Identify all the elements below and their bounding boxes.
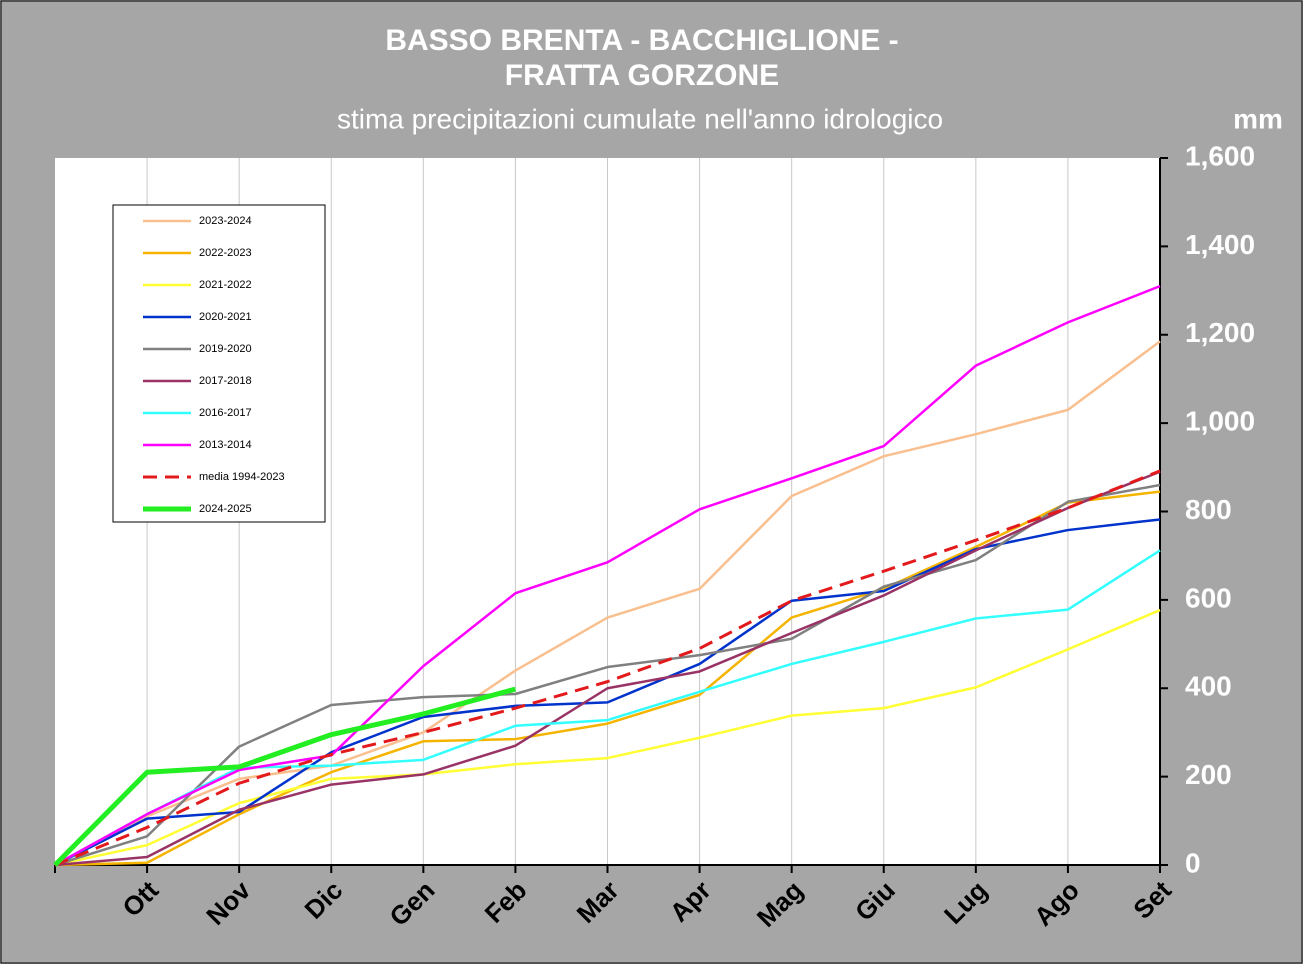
legend-label: 2020-2021 [199,311,252,323]
legend-label: 2024-2025 [199,503,252,515]
legend-box [112,204,326,523]
y-tick-label: 200 [1185,759,1232,790]
series-line [54,483,1161,867]
chart-title: BASSO BRENTA - BACCHIGLIONE - [385,24,898,57]
y-tick-label: 600 [1185,582,1232,613]
series-line [54,469,1161,867]
legend-label: 2017-2018 [199,375,252,387]
chart-subtitle: stima precipitazioni cumulate nell'anno … [337,103,943,134]
legend-label: 2021-2022 [199,279,252,291]
chart-title-line2: FRATTA GORZONE [505,59,779,92]
legend-label: media 1994-2023 [199,471,285,483]
series-line [54,490,1161,867]
series-line [54,470,1161,867]
series-line [53,686,517,867]
y-axis-label: mm [1233,103,1283,134]
legend-label: 2016-2017 [199,407,252,419]
y-tick-label: 400 [1185,671,1232,702]
y-tick-label: 800 [1185,494,1232,525]
y-tick-label: 1,000 [1185,406,1255,437]
y-tick-label: 0 [1185,847,1201,878]
legend-label: 2022-2023 [199,247,252,259]
y-tick-label: 1,400 [1185,229,1255,260]
series-line [54,284,1161,867]
legend-label: 2023-2024 [199,215,252,227]
series-line [54,608,1161,867]
y-tick-label: 1,200 [1185,317,1255,348]
legend-label: 2013-2014 [199,439,252,451]
y-tick-label: 1,600 [1185,140,1255,171]
legend-label: 2019-2020 [199,343,252,355]
series-line [54,340,1161,867]
